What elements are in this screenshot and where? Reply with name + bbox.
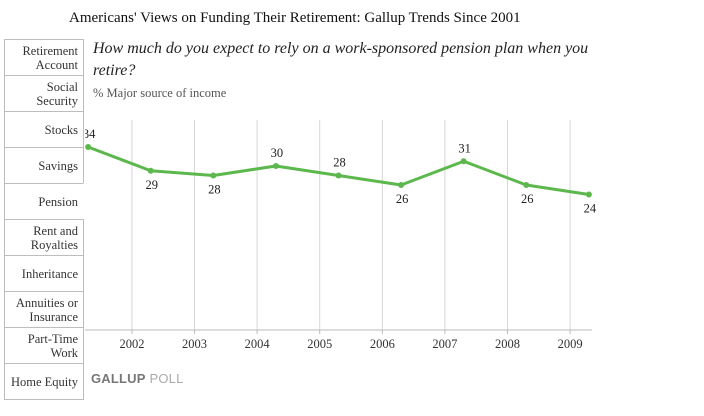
x-tick-label: 2005 [307,337,332,350]
x-tick-label: 2002 [119,337,144,350]
sidebar-tab-part-time-work[interactable]: Part-Time Work [4,327,84,364]
sidebar-tab-stocks[interactable]: Stocks [4,111,84,148]
x-tick-label: 2008 [495,337,520,350]
data-point [210,172,217,179]
data-label: 34 [85,127,96,141]
x-tick-label: 2003 [182,337,207,350]
chart-subtitle: % Major source of income [93,86,227,100]
data-label: 29 [145,178,158,192]
sidebar-tab-pension[interactable]: Pension [4,183,84,220]
survey-question: How much do you expect to rely on a work… [93,40,589,79]
sidebar-tab-inheritance[interactable]: Inheritance [4,255,84,292]
data-point [147,167,154,174]
x-tick-label: 2009 [558,337,583,350]
logo-word-poll: POLL [149,371,184,386]
data-label: 30 [271,146,284,160]
x-tick-label: 2004 [245,337,271,350]
data-point [523,182,530,188]
gallup-logo: GALLUP POLL [91,371,184,386]
data-label: 26 [396,192,409,206]
data-point [272,163,279,169]
logo-word-gallup: GALLUP [91,371,146,386]
data-label: 26 [521,192,534,206]
data-label: 31 [458,141,471,155]
sidebar-tab-savings[interactable]: Savings [4,147,84,184]
sidebar-tab-annuities-or-insurance[interactable]: Annuities or Insurance [4,291,84,328]
sidebar-tab-rent-and-royalties[interactable]: Rent and Royalties [4,219,84,256]
data-point [585,191,592,198]
series-line [87,145,590,196]
measure-tab-list: Retirement Account Social Security Stocks S… [4,39,84,400]
data-point [85,144,92,150]
sidebar-tab-retirement-account[interactable]: Retirement Account [4,39,84,76]
data-point [398,182,405,188]
data-label: 28 [208,183,221,197]
sidebar-tab-social-security[interactable]: Social Security [4,75,84,112]
data-point [460,158,467,165]
data-label: 28 [333,156,346,170]
data-point [335,172,342,179]
line-chart: 2002 2003 2004 2005 2006 2007 2008 2009 34 29 28 30… [85,120,597,350]
sidebar-tab-home-equity[interactable]: Home Equity [4,363,84,400]
x-tick-label: 2006 [370,337,395,350]
x-tick-label: 2007 [432,337,457,350]
data-label: 24 [584,202,597,216]
page-title: Americans' Views on Funding Their Retire… [69,10,521,26]
